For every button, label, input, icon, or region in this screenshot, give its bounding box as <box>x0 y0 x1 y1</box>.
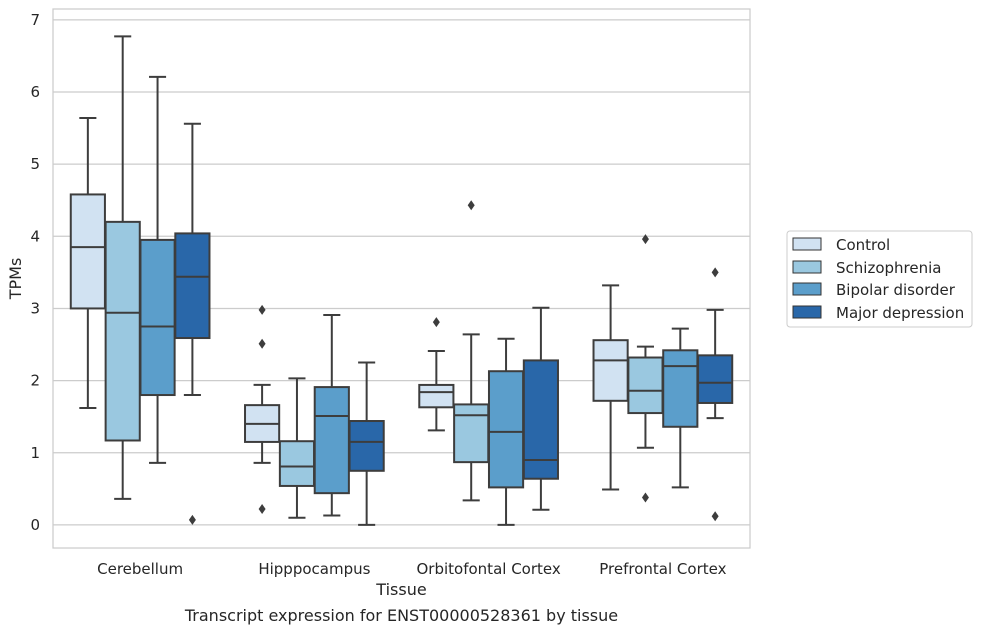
outlier-point <box>432 317 440 328</box>
outlier-point <box>258 338 266 349</box>
box-body <box>487 370 525 489</box>
y-axis-title: TPMs <box>6 258 25 301</box>
legend-label-control: Control <box>836 236 890 254</box>
y-tick-label-7: 7 <box>30 11 40 29</box>
box-body <box>104 220 141 442</box>
x-axis-title: Tissue <box>375 580 426 599</box>
legend-label-bipolar-disorder: Bipolar disorder <box>836 281 956 299</box>
outlier-point <box>711 267 719 278</box>
box-body <box>697 354 734 404</box>
outlier-point <box>641 234 649 245</box>
box-hipppocampus-major-depression <box>348 361 385 526</box>
y-tick-label-3: 3 <box>30 299 40 317</box>
box-body <box>627 356 664 415</box>
box-cerebellum-bipolar-disorder <box>139 75 176 464</box>
boxes-layer <box>69 35 734 526</box>
x-tick-label-prefrontal-cortex: Prefrontal Cortex <box>599 560 726 578</box>
chart-caption: Transcript expression for ENST0000052836… <box>184 606 618 625</box>
box-hipppocampus-control <box>244 304 281 515</box>
outlier-point <box>258 504 266 515</box>
box-hipppocampus-bipolar-disorder <box>313 313 350 517</box>
x-tick-label-cerebellum: Cerebellum <box>97 560 183 578</box>
box-orbitofontal-cortex-bipolar-disorder <box>487 337 525 526</box>
legend: Control Schizophrenia Bipolar disorder M… <box>786 230 973 328</box>
box-prefrontal-cortex-major-depression <box>697 267 734 522</box>
box-orbitofontal-cortex-major-depression <box>522 306 559 511</box>
x-tick-labels: Cerebellum Hipppocampus Orbitofontal Corte… <box>97 560 726 578</box>
box-hipppocampus-schizophrenia <box>278 377 316 519</box>
box-body <box>348 420 385 472</box>
legend-frame <box>786 230 973 328</box>
y-tick-label-6: 6 <box>30 83 40 101</box>
legend-swatch-major-depression <box>792 305 822 319</box>
box-body <box>453 403 490 464</box>
box-body <box>139 238 176 397</box>
box-body <box>418 383 455 409</box>
box-body <box>69 193 106 310</box>
y-tick-label-0: 0 <box>30 516 40 534</box>
legend-label-schizophrenia: Schizophrenia <box>836 259 941 277</box>
x-tick-label-orbitofontal-cortex: Orbitofontal Cortex <box>417 560 561 578</box>
box-body <box>313 386 350 495</box>
box-orbitofontal-cortex-control <box>418 317 455 432</box>
legend-swatch-bipolar-disorder <box>792 282 822 296</box>
outlier-point <box>711 511 719 522</box>
box-orbitofontal-cortex-schizophrenia <box>453 200 490 502</box>
box-cerebellum-schizophrenia <box>104 35 141 500</box>
box-body <box>278 440 316 487</box>
legend-swatch-schizophrenia <box>792 260 822 274</box>
box-body <box>522 359 559 480</box>
outlier-point <box>188 514 196 525</box>
outlier-point <box>258 304 266 315</box>
legend-label-major-depression: Major depression <box>836 304 964 322</box>
outlier-point <box>641 492 649 503</box>
y-tick-label-1: 1 <box>30 444 40 462</box>
y-tick-labels: 0 1 2 3 4 5 6 7 <box>30 11 40 534</box>
y-tick-label-5: 5 <box>30 155 40 173</box>
box-body <box>662 349 699 428</box>
box-cerebellum-major-depression <box>174 122 211 525</box>
y-tick-label-2: 2 <box>30 372 40 390</box>
box-cerebellum-control <box>69 116 106 410</box>
box-body <box>592 339 629 402</box>
box-body <box>174 232 211 340</box>
legend-swatch-control <box>792 237 822 251</box>
box-prefrontal-cortex-schizophrenia <box>627 234 664 503</box>
x-tick-label-hipppocampus: Hipppocampus <box>258 560 370 578</box>
box-prefrontal-cortex-bipolar-disorder <box>662 327 699 489</box>
outlier-point <box>467 200 475 211</box>
box-prefrontal-cortex-control <box>592 284 629 491</box>
plot-frame <box>52 8 751 549</box>
y-tick-label-4: 4 <box>30 227 40 245</box>
